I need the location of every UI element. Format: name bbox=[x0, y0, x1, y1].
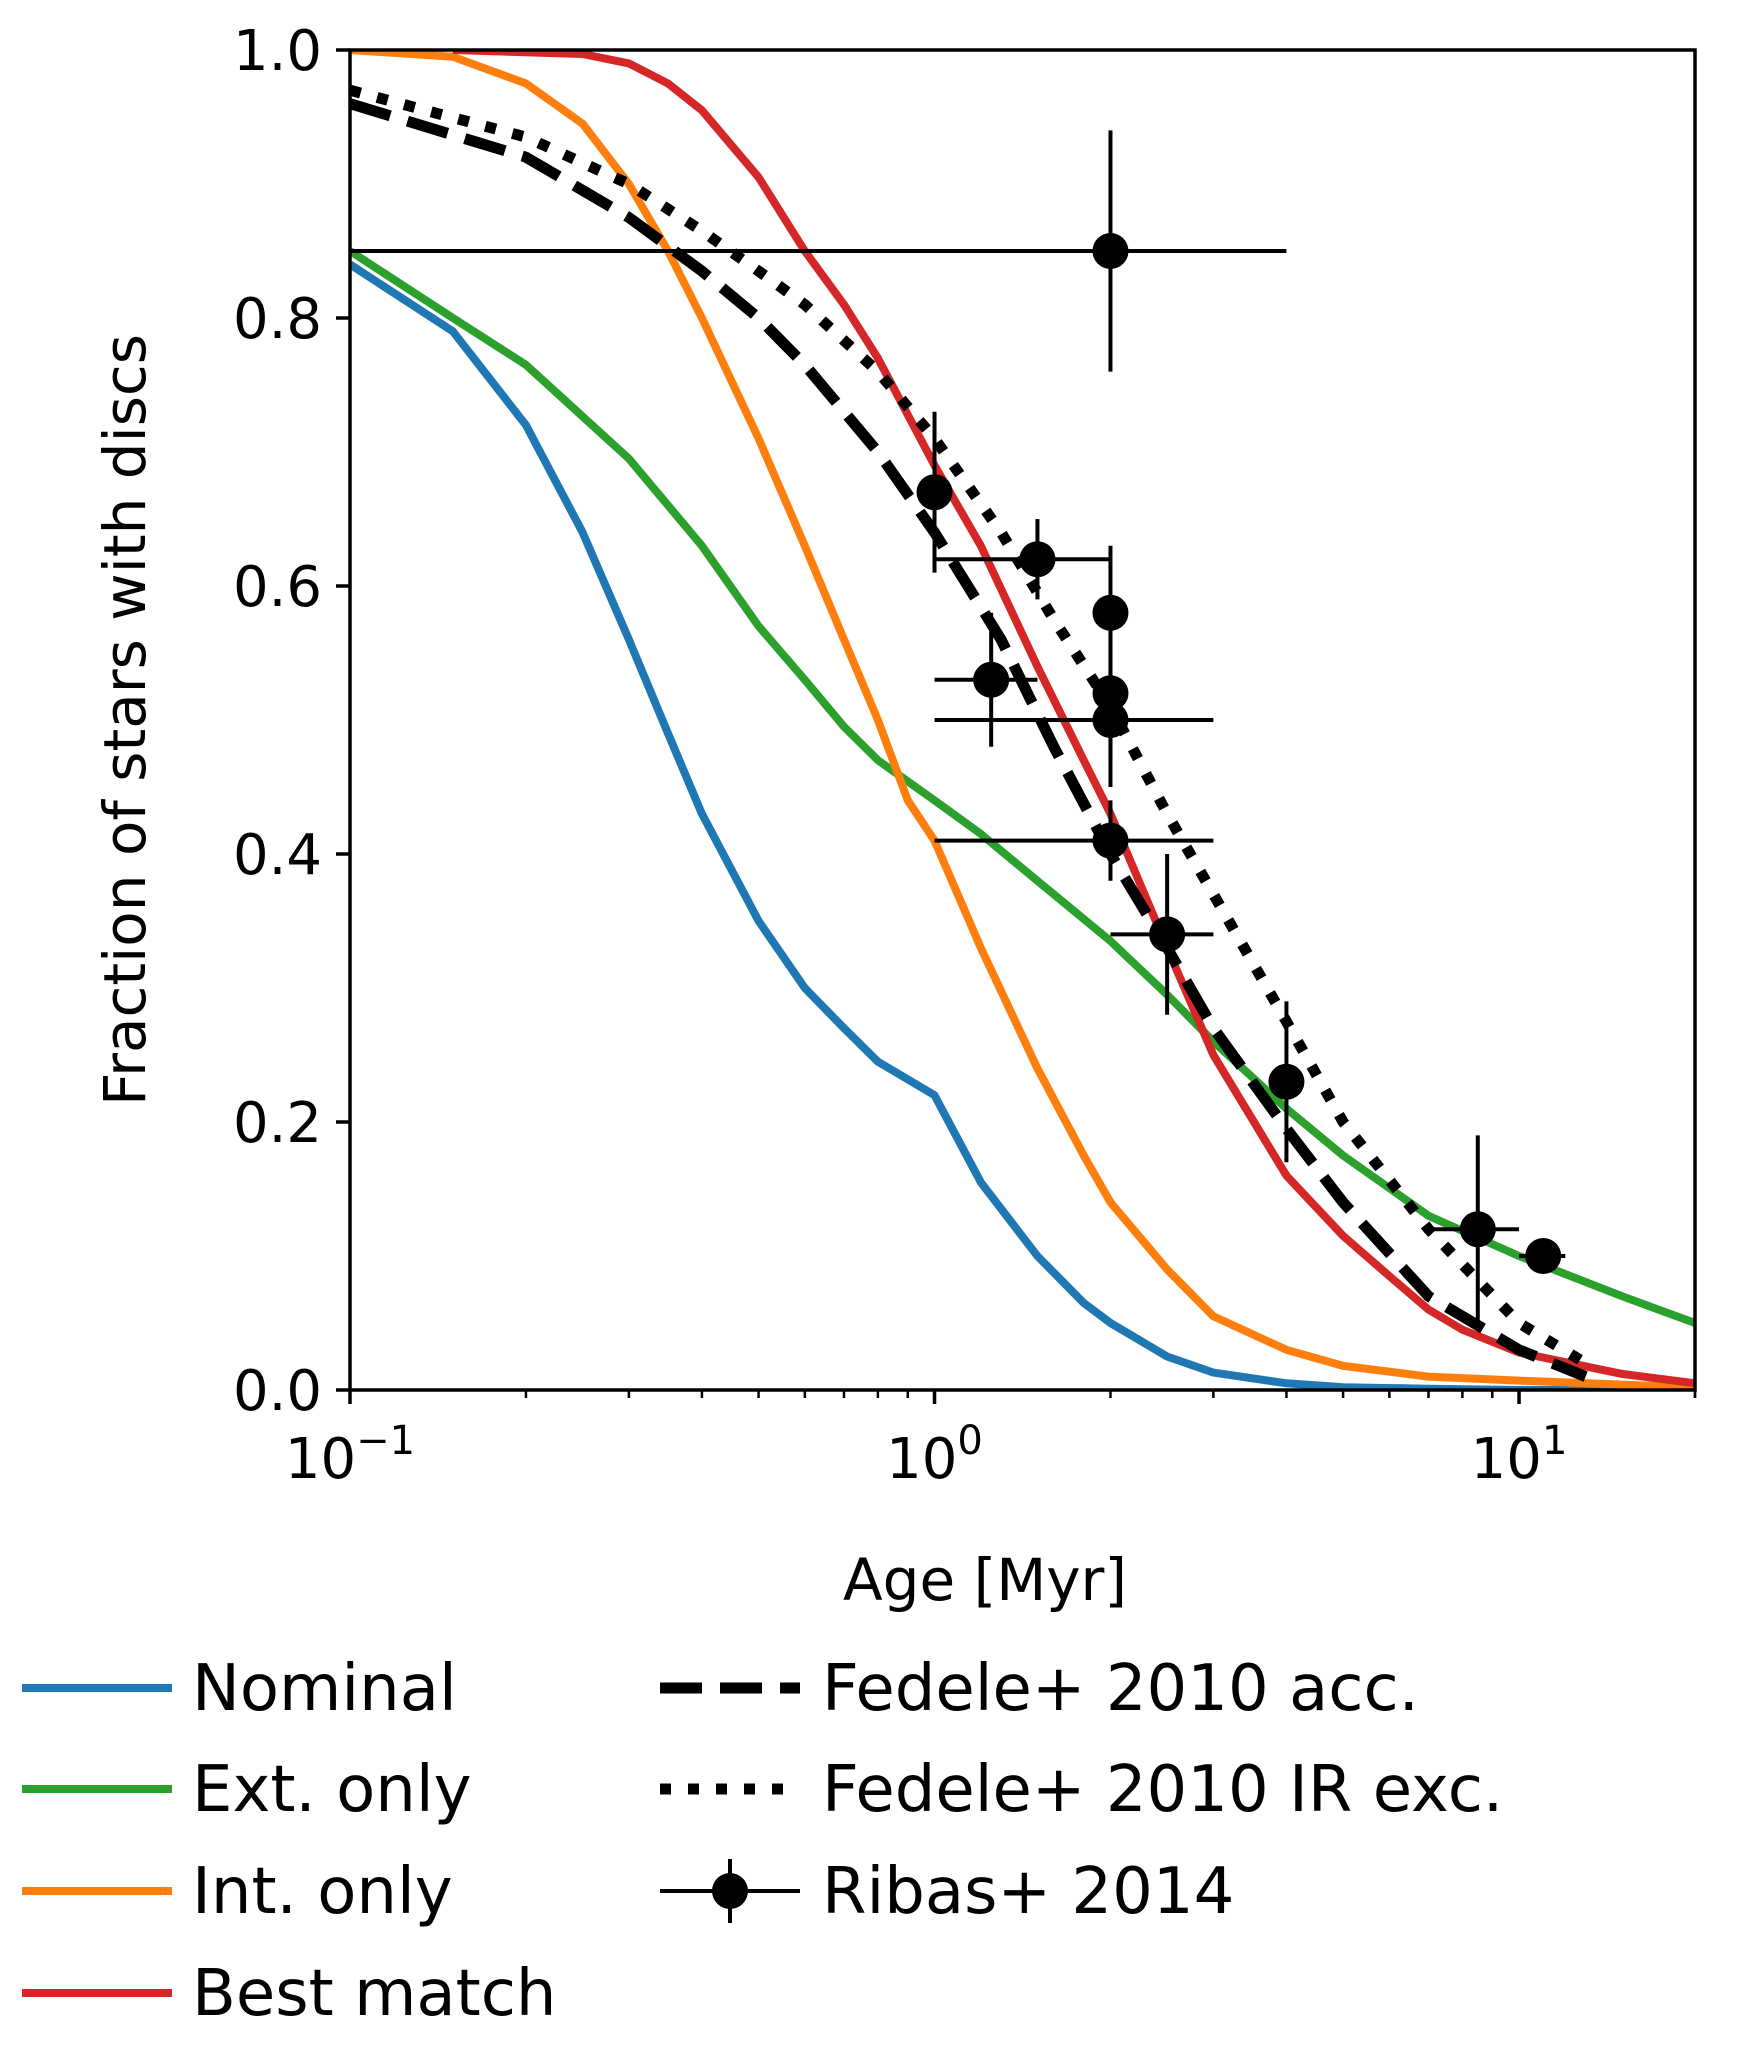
data-marker bbox=[916, 474, 953, 511]
x-tick-label: 10−1 bbox=[285, 1418, 415, 1492]
data-marker bbox=[1019, 541, 1056, 578]
legend: Nominal Ext. only Int. only Best match Fedel… bbox=[22, 1652, 1503, 2031]
y-axis-label: Fraction of stars with discs bbox=[91, 334, 159, 1106]
legend-item-int-only: Int. only bbox=[22, 1855, 453, 1929]
legend-item-nominal: Nominal bbox=[22, 1652, 457, 1726]
series-line-nominal bbox=[350, 261, 1695, 1390]
data-point bbox=[934, 653, 1214, 787]
data-marker bbox=[1092, 594, 1129, 631]
legend-item-fedele-2010-acc: Fedele+ 2010 acc. bbox=[660, 1652, 1419, 1726]
x-tick-label: 100 bbox=[886, 1418, 983, 1492]
data-marker bbox=[1092, 822, 1129, 859]
y-tick-label: 0.8 bbox=[233, 287, 322, 352]
legend-label: Fedele+ 2010 acc. bbox=[822, 1652, 1419, 1726]
data-point bbox=[934, 800, 1214, 881]
data-marker bbox=[1092, 233, 1129, 269]
y-tick-label: 0.0 bbox=[233, 1359, 322, 1424]
x-tick-label: 101 bbox=[1471, 1418, 1568, 1492]
data-marker bbox=[1459, 1211, 1496, 1248]
data-marker bbox=[1092, 702, 1129, 738]
errorbar-layer bbox=[350, 130, 1566, 1323]
legend-item-ribas-2014: Ribas+ 2014 bbox=[660, 1855, 1234, 1929]
legend-label: Nominal bbox=[192, 1652, 457, 1726]
y-tick-label: 0.4 bbox=[233, 823, 322, 888]
data-point bbox=[350, 130, 1287, 372]
data-marker bbox=[973, 661, 1010, 698]
y-tick-label: 0.2 bbox=[233, 1091, 322, 1156]
legend-item-best-match: Best match bbox=[22, 1957, 556, 2031]
legend-label: Int. only bbox=[192, 1855, 453, 1929]
x-axis-label: Age [Myr] bbox=[843, 1546, 1127, 1614]
legend-label: Ribas+ 2014 bbox=[822, 1855, 1234, 1929]
x-axis: 10−1 100 101 bbox=[285, 1390, 1697, 1492]
data-point bbox=[934, 519, 1111, 600]
series-line-best-match bbox=[452, 50, 1695, 1388]
y-axis: 0.0 0.2 0.4 0.6 0.8 1.0 bbox=[233, 19, 350, 1424]
data-marker bbox=[1525, 1238, 1562, 1274]
data-point bbox=[916, 411, 953, 573]
legend-label: Ext. only bbox=[192, 1753, 471, 1827]
data-point bbox=[1110, 854, 1214, 1015]
legend-item-ext-only: Ext. only bbox=[22, 1753, 471, 1827]
series-line-fedele-2010-ir-exc bbox=[350, 84, 1589, 1368]
data-point bbox=[934, 612, 1038, 747]
series-layer bbox=[350, 50, 1695, 1390]
y-tick-label: 0.6 bbox=[233, 555, 322, 620]
series-line-fedele-2010-acc bbox=[350, 98, 1588, 1382]
series-line-int-only bbox=[350, 50, 1695, 1390]
data-marker bbox=[1149, 916, 1186, 953]
data-point bbox=[1519, 1238, 1566, 1274]
data-marker bbox=[1268, 1063, 1305, 1100]
legend-swatch-marker bbox=[712, 1873, 748, 1909]
legend-item-fedele-2010-ir-exc: Fedele+ 2010 IR exc. bbox=[660, 1753, 1503, 1827]
data-point bbox=[1268, 1001, 1305, 1163]
legend-label: Fedele+ 2010 IR exc. bbox=[822, 1753, 1503, 1827]
data-point bbox=[1428, 1135, 1520, 1323]
y-tick-label: 1.0 bbox=[233, 19, 322, 84]
plot-frame bbox=[348, 48, 1697, 1392]
series-line-ext-only bbox=[350, 247, 1695, 1327]
legend-label: Best match bbox=[192, 1957, 556, 2031]
